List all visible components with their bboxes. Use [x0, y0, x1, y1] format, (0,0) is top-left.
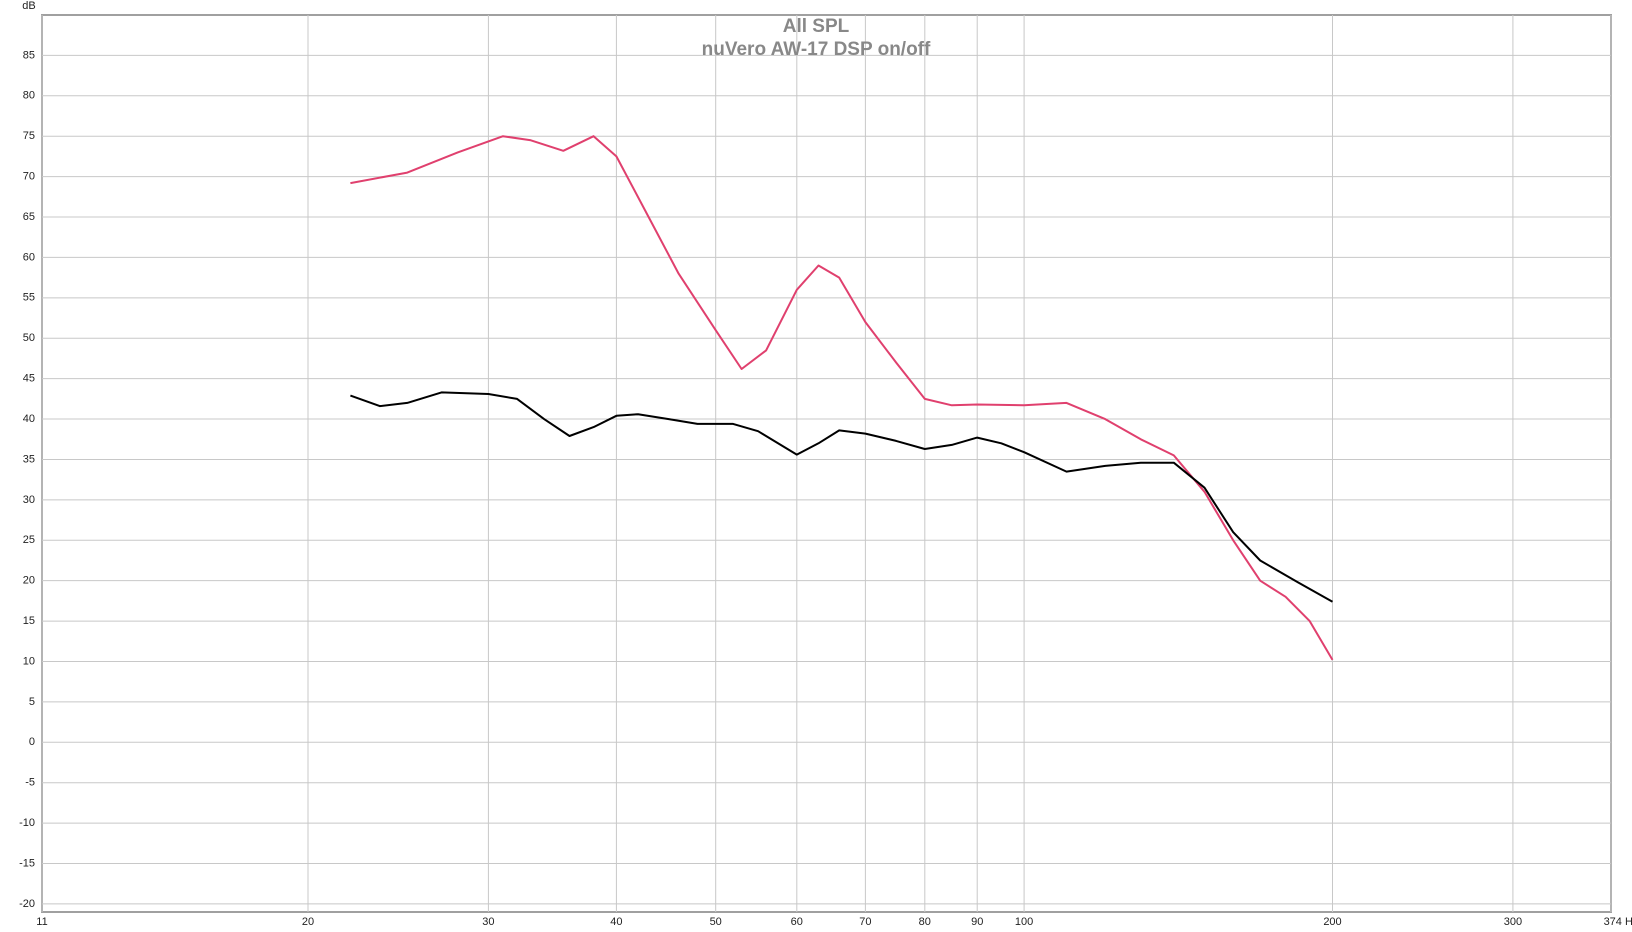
y-tick-label: -20 [19, 898, 35, 910]
y-tick-label: 45 [23, 373, 35, 385]
y-tick-label: 5 [29, 696, 35, 708]
y-tick-label: -10 [19, 817, 35, 829]
chart-title: All SPL [783, 16, 850, 37]
y-tick-label: 55 [23, 292, 35, 304]
x-tick-label: 300 [1504, 916, 1522, 928]
y-tick-label: 60 [23, 251, 35, 263]
x-tick-label: 70 [859, 916, 871, 928]
y-tick-label: 40 [23, 413, 35, 425]
x-tick-label: 100 [1015, 916, 1033, 928]
y-tick-label: 50 [23, 332, 35, 344]
plot-frame [41, 14, 1612, 913]
x-tick-label: 80 [919, 916, 931, 928]
x-tick-label: 11 [36, 916, 47, 928]
y-tick-label: 65 [23, 211, 35, 223]
y-tick-label: 75 [23, 130, 35, 142]
y-tick-label: 35 [23, 453, 35, 465]
x-tick-label: 40 [610, 916, 622, 928]
y-axis-label: dB [22, 0, 35, 12]
x-tick-label: 374 Hz [1604, 916, 1632, 928]
x-tick-label: 50 [710, 916, 722, 928]
series-line [350, 135, 1334, 661]
y-tick-label: 20 [23, 575, 35, 587]
y-tick-label: 25 [23, 534, 35, 546]
y-tick-label: 80 [23, 90, 35, 102]
y-tick-label: 70 [23, 171, 35, 183]
chart-subtitle: nuVero AW-17 DSP on/off [702, 39, 931, 60]
x-tick-label: 60 [791, 916, 803, 928]
y-tick-label: 15 [23, 615, 35, 627]
grid [41, 15, 1612, 912]
y-tick-label: 10 [23, 655, 35, 667]
y-tick-label: -5 [25, 777, 35, 789]
x-tick-label: 20 [302, 916, 314, 928]
x-tick-label: 200 [1323, 916, 1341, 928]
y-tick-label: 0 [29, 736, 35, 748]
y-tick-label: 30 [23, 494, 35, 506]
x-tick-label: 30 [482, 916, 494, 928]
y-tick-label: 85 [23, 49, 35, 61]
lines [350, 135, 1334, 661]
x-tick-label: 90 [971, 916, 983, 928]
y-tick-label: -15 [19, 857, 35, 869]
series-line [350, 391, 1333, 603]
